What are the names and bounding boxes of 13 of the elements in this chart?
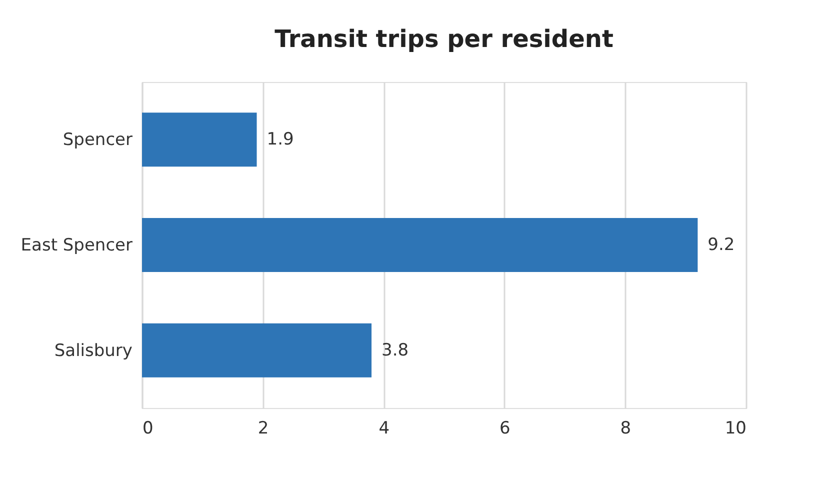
x-tick-label: 6 [499,418,510,438]
data-label: 3.8 [382,340,409,360]
x-tick-label: 10 [724,418,746,438]
x-tick-label: 2 [258,418,269,438]
x-tick-label: 0 [142,418,154,438]
x-tick-label: 8 [620,418,632,438]
x-tick-label: 4 [378,418,390,438]
data-label: 9.2 [708,235,735,255]
y-tick-label: Spencer [62,130,132,150]
chart-title: Transit trips per resident [274,25,614,53]
data-label: 1.9 [266,130,294,150]
y-tick-label: East Spencer [20,236,133,256]
y-tick-label: Salisbury [54,340,132,361]
